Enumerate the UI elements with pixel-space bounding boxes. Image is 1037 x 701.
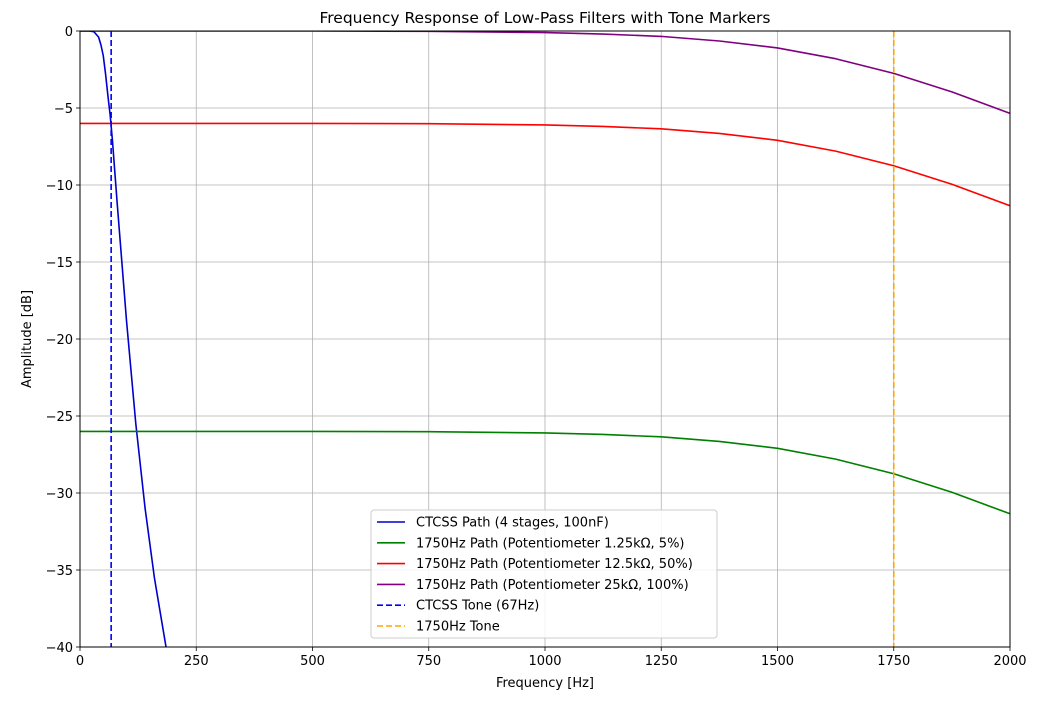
x-tick-label: 1250 bbox=[645, 654, 678, 669]
y-tick-label: 0 bbox=[65, 25, 73, 40]
y-axis-label: Amplitude [dB] bbox=[20, 290, 35, 388]
y-tick-label: −20 bbox=[46, 333, 73, 348]
y-tick-label: −30 bbox=[46, 487, 73, 502]
series-2-line bbox=[80, 122, 1010, 207]
legend-label: CTCSS Path (4 stages, 100nF) bbox=[416, 516, 609, 531]
legend-label: 1750Hz Path (Potentiometer 1.25kΩ, 5%) bbox=[416, 536, 685, 551]
y-tick-label: −10 bbox=[46, 179, 73, 194]
legend-label: 1750Hz Path (Potentiometer 12.5kΩ, 50%) bbox=[416, 557, 693, 572]
chart-title: Frequency Response of Low-Pass Filters w… bbox=[319, 9, 770, 27]
legend-frame bbox=[370, 509, 718, 639]
y-tick-label: −40 bbox=[46, 641, 73, 656]
x-tick-label: 500 bbox=[300, 654, 325, 669]
series-layer bbox=[80, 31, 1010, 647]
y-tick-label: −5 bbox=[54, 102, 73, 117]
axis-ticks: 0 250 500 750 1000 1250 1500 1750 2000 0 −5 −10 −15 −… bbox=[46, 25, 1027, 669]
legend-label: 1750Hz Path (Potentiometer 25kΩ, 100%) bbox=[416, 578, 689, 593]
x-axis-label: Frequency [Hz] bbox=[496, 676, 594, 691]
series-3-line bbox=[80, 31, 1010, 115]
x-tick-label: 750 bbox=[416, 654, 441, 669]
legend: CTCSS Path (4 stages, 100nF) 1750Hz Path … bbox=[370, 509, 718, 639]
legend-label: 1750Hz Tone bbox=[416, 620, 500, 635]
x-tick-label: 250 bbox=[184, 654, 209, 669]
x-tick-label: 1500 bbox=[761, 654, 794, 669]
y-tick-label: −25 bbox=[46, 410, 73, 425]
series-0-line bbox=[80, 31, 167, 647]
x-tick-label: 0 bbox=[76, 654, 84, 669]
x-tick-label: 1000 bbox=[528, 654, 561, 669]
legend-label: CTCSS Tone (67Hz) bbox=[416, 599, 539, 614]
x-tick-label: 1750 bbox=[877, 654, 910, 669]
y-tick-label: −35 bbox=[46, 564, 73, 579]
y-tick-label: −15 bbox=[46, 256, 73, 271]
x-tick-label: 2000 bbox=[993, 654, 1026, 669]
